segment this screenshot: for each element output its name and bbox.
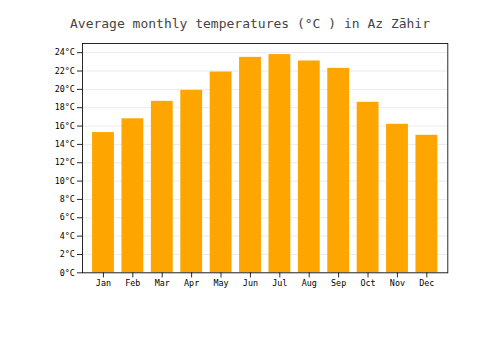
svg-text:18°C: 18°C	[55, 102, 75, 112]
svg-text:May: May	[213, 278, 228, 288]
svg-text:Oct: Oct	[360, 278, 375, 288]
svg-text:4°C: 4°C	[60, 231, 75, 241]
svg-text:Aug: Aug	[302, 278, 317, 288]
svg-text:22°C: 22°C	[55, 66, 75, 76]
svg-text:Jul: Jul	[272, 278, 287, 288]
svg-text:Apr: Apr	[184, 278, 199, 288]
svg-text:6°C: 6°C	[60, 212, 75, 222]
svg-text:12°C: 12°C	[55, 157, 75, 167]
svg-text:20°C: 20°C	[55, 84, 75, 94]
svg-text:2°C: 2°C	[60, 249, 75, 259]
svg-text:Sep: Sep	[331, 278, 346, 288]
svg-text:10°C: 10°C	[55, 176, 75, 186]
svg-text:Jun: Jun	[243, 278, 258, 288]
svg-text:Jan: Jan	[96, 278, 111, 288]
svg-text:Mar: Mar	[155, 278, 170, 288]
svg-text:14°C: 14°C	[55, 139, 75, 149]
html-text:Average monthly temperatures (: Average monthly temperatures (°C ) in Az…	[70, 16, 430, 31]
svg-text:8°C: 8°C	[60, 194, 75, 204]
svg-text:16°C: 16°C	[55, 121, 75, 131]
svg-text:24°C: 24°C	[55, 47, 75, 57]
svg-text:Feb: Feb	[125, 278, 140, 288]
svg-text:0°C: 0°C	[60, 268, 75, 278]
svg-text:Nov: Nov	[390, 278, 405, 288]
svg-text:Dec: Dec	[419, 278, 434, 288]
